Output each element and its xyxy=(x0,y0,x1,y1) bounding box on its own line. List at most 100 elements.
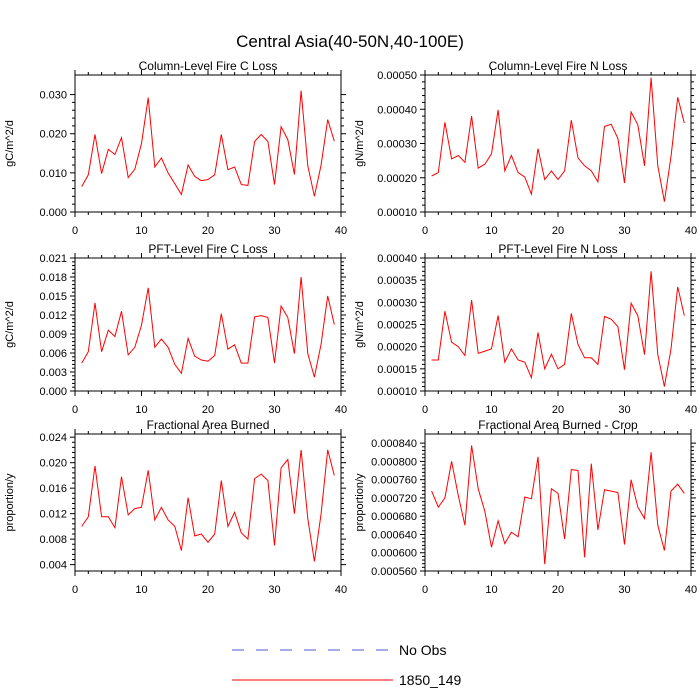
x-tick-label: 40 xyxy=(685,225,697,237)
x-tick-label: 40 xyxy=(685,404,697,416)
y-tick-label: 0.012 xyxy=(39,310,67,322)
panels: Column-Level Fire C Loss 0 10 20 30 40 0.000 0.… xyxy=(4,59,697,596)
y-axis-label: gN/m^2/d xyxy=(354,301,366,348)
series-line-1850-149 xyxy=(431,445,685,565)
x-tick-label: 10 xyxy=(485,225,497,237)
x-tick-label: 0 xyxy=(72,225,78,237)
x-tick-label: 30 xyxy=(618,584,630,596)
x-tick-label: 30 xyxy=(268,225,280,237)
y-tick-label: 0.021 xyxy=(39,253,67,265)
plot-frame xyxy=(424,257,692,392)
x-tick-label: 20 xyxy=(552,404,564,416)
y-tick-label: 0.000600 xyxy=(371,548,417,560)
panel-title: Fractional Area Burned - Crop xyxy=(478,418,638,432)
x-tick-label: 0 xyxy=(422,404,428,416)
y-tick-label: 0.003 xyxy=(39,367,67,379)
y-tick-label: 0.00040 xyxy=(377,253,417,265)
x-tick-label: 40 xyxy=(685,584,697,596)
y-tick-label: 0.004 xyxy=(39,560,67,572)
series-line-1850-149 xyxy=(81,276,335,378)
chart-panel-4: PFT-Level Fire N Loss 0 10 20 30 40 0.00010 0.0… xyxy=(354,242,697,416)
y-tick-label: 0.00035 xyxy=(377,275,417,287)
x-tick-label: 0 xyxy=(72,584,78,596)
x-tick-label: 20 xyxy=(552,225,564,237)
x-tick-label: 10 xyxy=(485,404,497,416)
y-tick-label: 0.000800 xyxy=(371,456,417,468)
y-tick-label: 0.030 xyxy=(39,90,67,102)
y-tick-label: 0.000680 xyxy=(371,511,417,523)
y-tick-label: 0.010 xyxy=(39,168,67,180)
y-tick-label: 0.00040 xyxy=(377,104,417,116)
panel-title: Column-Level Fire C Loss xyxy=(139,59,278,73)
y-tick-label: 0.00020 xyxy=(377,173,417,185)
panel-title: PFT-Level Fire N Loss xyxy=(498,242,617,256)
y-axis-label: proportion/y xyxy=(4,473,16,532)
x-tick-label: 10 xyxy=(135,404,147,416)
y-axis-label: gC/m^2/d xyxy=(4,120,16,167)
x-tick-label: 20 xyxy=(552,584,564,596)
y-tick-label: 0.024 xyxy=(39,432,67,444)
panel-title: PFT-Level Fire C Loss xyxy=(148,242,267,256)
legend-label-no-obs: No Obs xyxy=(399,642,446,658)
y-tick-label: 0.00010 xyxy=(377,386,417,398)
y-tick-label: 0.015 xyxy=(39,291,67,303)
chart-panel-2: Column-Level Fire N Loss 0 10 20 30 40 0.00010… xyxy=(354,59,697,237)
y-axis-label: proportion/y xyxy=(354,473,366,532)
series-line-1850-149 xyxy=(431,271,685,387)
x-tick-label: 10 xyxy=(135,584,147,596)
y-tick-label: 0.000840 xyxy=(371,438,417,450)
y-tick-label: 0.00020 xyxy=(377,342,417,354)
x-tick-label: 20 xyxy=(202,404,214,416)
y-tick-label: 0.000720 xyxy=(371,493,417,505)
y-tick-label: 0.00025 xyxy=(377,320,417,332)
x-tick-label: 30 xyxy=(618,225,630,237)
y-tick-label: 0.006 xyxy=(39,348,67,360)
y-tick-label: 0.020 xyxy=(39,129,67,141)
y-tick-label: 0.000 xyxy=(39,207,67,219)
x-tick-label: 0 xyxy=(72,404,78,416)
x-tick-label: 20 xyxy=(202,584,214,596)
series-line-1850-149 xyxy=(431,77,685,202)
figure-title: Central Asia(40-50N,40-100E) xyxy=(236,32,464,51)
y-axis-label: gC/m^2/d xyxy=(4,301,16,348)
y-tick-label: 0.000 xyxy=(39,386,67,398)
y-tick-label: 0.00030 xyxy=(377,139,417,151)
series-line-1850-149 xyxy=(81,90,335,197)
x-tick-label: 10 xyxy=(485,584,497,596)
x-tick-label: 10 xyxy=(135,225,147,237)
y-tick-label: 0.00050 xyxy=(377,70,417,82)
y-tick-label: 0.008 xyxy=(39,534,67,546)
x-tick-label: 30 xyxy=(268,404,280,416)
x-tick-label: 40 xyxy=(335,584,347,596)
y-tick-label: 0.018 xyxy=(39,272,67,284)
y-tick-label: 0.000760 xyxy=(371,475,417,487)
chart-panel-1: Column-Level Fire C Loss 0 10 20 30 40 0.000 0.… xyxy=(4,59,347,237)
y-tick-label: 0.000640 xyxy=(371,529,417,541)
y-tick-label: 0.012 xyxy=(39,509,67,521)
panel-title: Fractional Area Burned xyxy=(147,418,270,432)
chart-panel-3: PFT-Level Fire C Loss 0 10 20 30 40 0.000 0.003… xyxy=(4,242,347,416)
panel-title: Column-Level Fire N Loss xyxy=(489,59,628,73)
y-tick-label: 0.00010 xyxy=(377,207,417,219)
legend-label-1850-149: 1850_149 xyxy=(399,672,462,688)
x-tick-label: 40 xyxy=(335,225,347,237)
x-tick-label: 20 xyxy=(202,225,214,237)
y-tick-label: 0.020 xyxy=(39,458,67,470)
x-tick-label: 0 xyxy=(422,225,428,237)
x-tick-label: 40 xyxy=(335,404,347,416)
chart-panel-6: Fractional Area Burned - Crop 0 10 20 30 40 0.… xyxy=(354,418,697,596)
legend: No Obs 1850_149 xyxy=(232,642,462,688)
x-tick-label: 30 xyxy=(618,404,630,416)
x-tick-label: 0 xyxy=(422,584,428,596)
y-axis-label: gN/m^2/d xyxy=(354,120,366,167)
chart-panel-5: Fractional Area Burned 0 10 20 30 40 0.004 0.00… xyxy=(4,418,347,596)
y-tick-label: 0.009 xyxy=(39,329,67,341)
y-tick-label: 0.00015 xyxy=(377,364,417,376)
y-tick-label: 0.00030 xyxy=(377,297,417,309)
plot-frame xyxy=(424,74,692,213)
series-line-1850-149 xyxy=(81,449,335,562)
y-tick-label: 0.016 xyxy=(39,483,67,495)
x-tick-label: 30 xyxy=(268,584,280,596)
y-tick-label: 0.000560 xyxy=(371,566,417,578)
